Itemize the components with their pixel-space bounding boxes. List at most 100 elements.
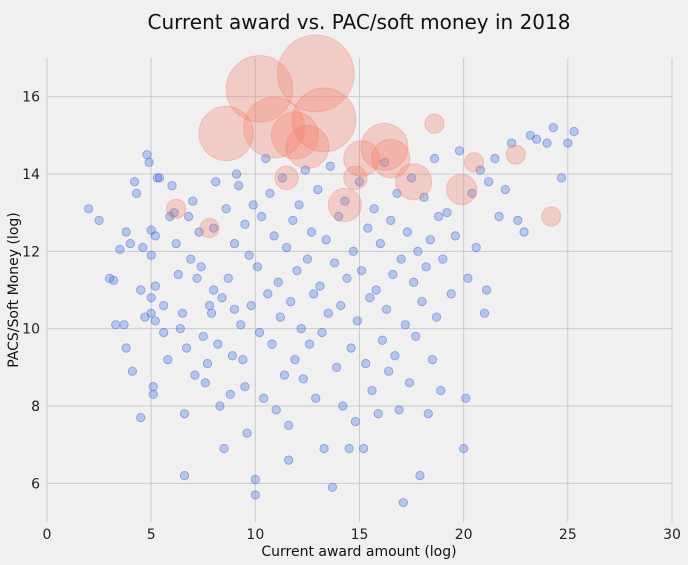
data-point <box>146 250 156 260</box>
data-point <box>415 470 425 481</box>
data-point <box>192 273 202 283</box>
data-point <box>375 239 385 249</box>
data-point <box>471 242 481 253</box>
data-point <box>229 304 240 314</box>
data-point <box>338 401 348 411</box>
data-point <box>350 416 360 427</box>
data-point <box>429 153 440 164</box>
data-point <box>94 215 104 225</box>
data-point <box>313 184 323 195</box>
data-point <box>125 239 135 249</box>
data-point <box>204 300 215 311</box>
data-point <box>467 188 477 198</box>
data-point <box>121 343 131 353</box>
data-point <box>240 382 250 392</box>
data-point <box>184 211 194 222</box>
data-point <box>434 211 444 222</box>
data-point <box>427 354 438 365</box>
data-point <box>352 316 363 326</box>
data-point <box>231 169 242 179</box>
data-point <box>461 393 471 403</box>
data-point <box>238 354 248 365</box>
data-point <box>136 412 146 423</box>
data-point <box>225 389 235 399</box>
data-point <box>298 374 308 384</box>
y-tick-labels: 6 8 10 12 14 16 <box>22 90 40 493</box>
data-point <box>209 285 219 295</box>
data-point <box>84 204 94 214</box>
data-point <box>244 250 254 260</box>
data-point <box>279 370 290 380</box>
data-point <box>309 289 319 299</box>
bubble-point <box>198 105 254 162</box>
data-point <box>150 281 160 291</box>
x-tick-labels: 0 5 10 15 20 25 30 <box>43 527 681 543</box>
data-point <box>269 231 279 241</box>
data-point <box>159 327 169 338</box>
data-point <box>163 354 173 365</box>
data-point <box>202 358 213 369</box>
data-point <box>306 227 317 237</box>
data-point <box>377 335 388 345</box>
data-point <box>494 211 504 222</box>
data-point <box>454 146 465 156</box>
data-point <box>286 296 296 307</box>
data-point <box>329 258 340 268</box>
x-tick-label: 20 <box>455 527 473 543</box>
data-point <box>273 277 283 287</box>
data-point <box>169 208 179 218</box>
data-point <box>190 370 200 380</box>
data-point <box>211 177 221 187</box>
data-point <box>115 244 125 254</box>
data-point <box>481 285 492 295</box>
data-point <box>490 153 500 164</box>
data-point <box>394 405 404 415</box>
data-point <box>209 223 219 233</box>
data-point <box>484 177 494 187</box>
data-point <box>206 308 217 318</box>
data-point <box>325 161 335 171</box>
data-point <box>348 246 358 256</box>
data-point <box>263 289 273 299</box>
data-point <box>296 324 306 334</box>
data-point <box>138 242 148 253</box>
bubble-point <box>505 144 526 165</box>
data-point <box>129 177 140 187</box>
data-point <box>396 254 406 264</box>
data-point <box>167 181 177 191</box>
data-point <box>267 339 277 349</box>
data-point <box>542 138 552 148</box>
data-point <box>519 227 529 237</box>
bubble-point <box>343 165 368 191</box>
data-point <box>142 150 152 160</box>
data-point <box>150 231 160 241</box>
x-tick-label: 10 <box>246 527 264 543</box>
data-point <box>250 490 260 500</box>
bubble-point <box>424 113 445 134</box>
data-point <box>275 312 285 322</box>
data-point <box>159 300 169 311</box>
data-point <box>136 285 146 295</box>
data-point <box>121 227 131 237</box>
data-point <box>390 351 400 361</box>
data-point <box>254 327 265 338</box>
data-point <box>392 188 402 198</box>
data-point <box>336 300 346 311</box>
data-point <box>531 134 542 144</box>
data-point <box>242 428 252 438</box>
data-point <box>250 474 260 485</box>
data-point <box>556 173 567 183</box>
data-point <box>150 316 160 326</box>
data-point <box>367 385 377 396</box>
bubble-point <box>243 96 305 159</box>
bubble-point <box>199 218 220 239</box>
data-point <box>425 235 435 245</box>
y-tick-label: 16 <box>22 90 40 106</box>
data-point <box>146 293 156 303</box>
data-point <box>500 184 510 195</box>
data-point <box>548 123 558 133</box>
data-point <box>131 188 142 198</box>
bubble-point <box>276 34 355 113</box>
data-point <box>288 215 298 225</box>
data-point <box>423 409 433 419</box>
